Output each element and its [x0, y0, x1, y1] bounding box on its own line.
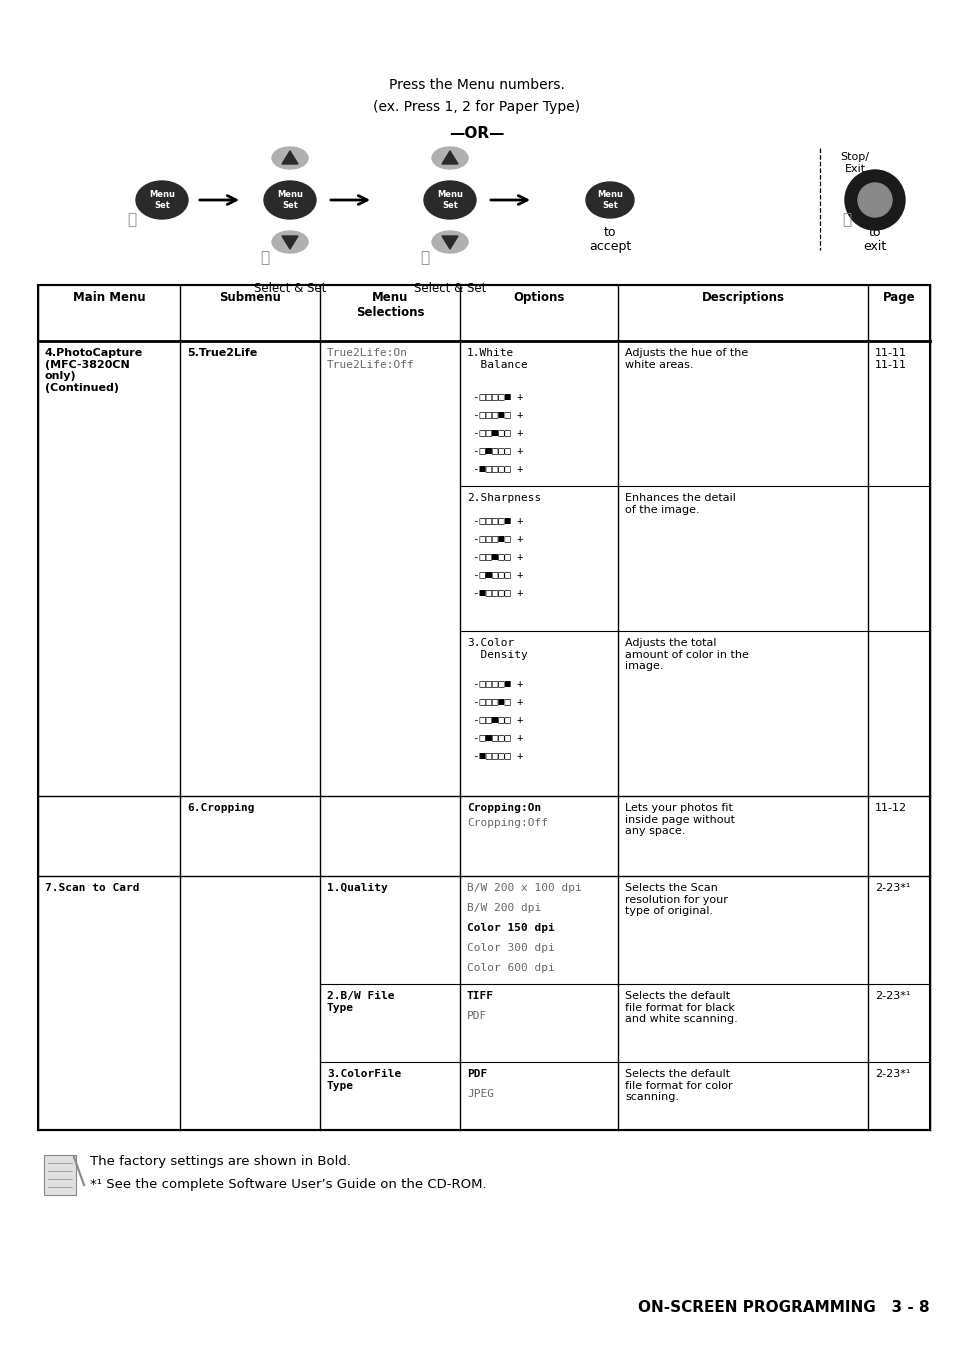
Text: 3.Color
  Density: 3.Color Density — [467, 638, 527, 660]
Polygon shape — [441, 151, 457, 164]
Text: ✋: ✋ — [260, 250, 270, 265]
Text: 11-12: 11-12 — [874, 803, 906, 813]
Text: -□□□■□ +: -□□□■□ + — [467, 533, 522, 544]
Text: Cropping:Off: Cropping:Off — [467, 818, 547, 827]
Ellipse shape — [136, 181, 188, 219]
Text: Cropping:On: Cropping:On — [467, 803, 540, 813]
Text: ✋: ✋ — [841, 212, 851, 227]
Text: PDF: PDF — [467, 1011, 487, 1021]
Polygon shape — [441, 237, 457, 249]
Text: Selects the default
file format for black
and white scanning.: Selects the default file format for blac… — [624, 991, 737, 1025]
Text: Submenu: Submenu — [219, 291, 280, 304]
Text: Menu
Set: Menu Set — [597, 191, 622, 210]
Ellipse shape — [272, 231, 308, 253]
Text: PDF: PDF — [467, 1069, 487, 1079]
Text: -□□□□■ +: -□□□□■ + — [467, 515, 522, 525]
Text: Press the Menu numbers.: Press the Menu numbers. — [389, 78, 564, 92]
FancyBboxPatch shape — [44, 1155, 76, 1195]
Text: accept: accept — [588, 241, 631, 253]
Text: *¹ See the complete Software User’s Guide on the CD-ROM.: *¹ See the complete Software User’s Guid… — [90, 1178, 486, 1191]
Text: 11-11
11-11: 11-11 11-11 — [874, 347, 906, 369]
Text: Main Menu: Main Menu — [72, 291, 145, 304]
Text: 2.B/W File
Type: 2.B/W File Type — [327, 991, 395, 1013]
Text: True2Life:On
True2Life:Off: True2Life:On True2Life:Off — [327, 347, 415, 369]
Text: -□■□□□ +: -□■□□□ + — [467, 569, 522, 579]
Text: ✋: ✋ — [128, 212, 136, 227]
Text: Select & Set: Select & Set — [414, 283, 486, 295]
Text: 2-23*¹: 2-23*¹ — [874, 1069, 909, 1079]
Text: -□□□■□ +: -□□□■□ + — [467, 696, 522, 706]
Text: to: to — [868, 226, 881, 239]
Text: -□■□□□ +: -□■□□□ + — [467, 445, 522, 456]
Text: -□■□□□ +: -□■□□□ + — [467, 731, 522, 742]
Text: 4.PhotoCapture
(MFC-3820CN
only)
(Continued): 4.PhotoCapture (MFC-3820CN only) (Contin… — [45, 347, 143, 393]
Text: B/W 200 x 100 dpi: B/W 200 x 100 dpi — [467, 883, 581, 894]
Text: -□□□□■ +: -□□□□■ + — [467, 677, 522, 688]
Text: ✋: ✋ — [420, 250, 429, 265]
Polygon shape — [282, 237, 297, 249]
Circle shape — [857, 183, 891, 218]
Text: 1.Quality: 1.Quality — [327, 883, 387, 894]
Text: 1.White
  Balance: 1.White Balance — [467, 347, 527, 369]
Text: Adjusts the total
amount of color in the
image.: Adjusts the total amount of color in the… — [624, 638, 748, 671]
Text: -■□□□□ +: -■□□□□ + — [467, 587, 522, 598]
Text: Color 600 dpi: Color 600 dpi — [467, 963, 554, 973]
Text: 2.Sharpness: 2.Sharpness — [467, 493, 540, 503]
Text: Options: Options — [513, 291, 564, 304]
Text: (ex. Press 1, 2 for Paper Type): (ex. Press 1, 2 for Paper Type) — [373, 100, 580, 114]
Text: Menu
Set: Menu Set — [276, 191, 303, 210]
Text: -□□□■□ +: -□□□■□ + — [467, 410, 522, 419]
Text: Menu
Set: Menu Set — [436, 191, 462, 210]
Text: -□□■□□ +: -□□■□□ + — [467, 552, 522, 561]
Text: JPEG: JPEG — [467, 1088, 494, 1099]
Ellipse shape — [272, 147, 308, 169]
Text: 5.True2Life: 5.True2Life — [187, 347, 257, 358]
Text: B/W 200 dpi: B/W 200 dpi — [467, 903, 540, 913]
Ellipse shape — [432, 147, 468, 169]
Text: 2-23*¹: 2-23*¹ — [874, 991, 909, 1000]
Circle shape — [844, 170, 904, 230]
Text: Adjusts the hue of the
white areas.: Adjusts the hue of the white areas. — [624, 347, 747, 369]
Text: Select & Set: Select & Set — [253, 283, 326, 295]
Text: Enhances the detail
of the image.: Enhances the detail of the image. — [624, 493, 735, 515]
Text: Selects the Scan
resolution for your
type of original.: Selects the Scan resolution for your typ… — [624, 883, 727, 917]
Text: Menu
Selections: Menu Selections — [355, 291, 424, 319]
Ellipse shape — [585, 183, 634, 218]
Text: exit: exit — [862, 241, 885, 253]
Ellipse shape — [432, 231, 468, 253]
Text: TIFF: TIFF — [467, 991, 494, 1000]
Text: ON-SCREEN PROGRAMMING   3 - 8: ON-SCREEN PROGRAMMING 3 - 8 — [638, 1301, 929, 1315]
Text: The factory settings are shown in Bold.: The factory settings are shown in Bold. — [90, 1155, 351, 1168]
Bar — [38, 285, 929, 1130]
Text: 2-23*¹: 2-23*¹ — [874, 883, 909, 894]
Text: Descriptions: Descriptions — [700, 291, 783, 304]
Text: Selects the default
file format for color
scanning.: Selects the default file format for colo… — [624, 1069, 732, 1102]
Ellipse shape — [264, 181, 315, 219]
Text: Stop/
Exit: Stop/ Exit — [840, 151, 868, 173]
Text: Color 150 dpi: Color 150 dpi — [467, 923, 554, 933]
Text: 6.Cropping: 6.Cropping — [187, 803, 254, 813]
Text: Color 300 dpi: Color 300 dpi — [467, 942, 554, 953]
Text: 3.ColorFile
Type: 3.ColorFile Type — [327, 1069, 401, 1091]
Text: -□□□□■ +: -□□□□■ + — [467, 391, 522, 402]
Text: -□□■□□ +: -□□■□□ + — [467, 427, 522, 437]
Text: Page: Page — [882, 291, 914, 304]
Text: -□□■□□ +: -□□■□□ + — [467, 714, 522, 725]
Text: 7.Scan to Card: 7.Scan to Card — [45, 883, 139, 894]
Text: Menu
Set: Menu Set — [149, 191, 174, 210]
Text: to: to — [603, 226, 616, 239]
Text: —OR—: —OR— — [449, 126, 504, 141]
Text: -■□□□□ +: -■□□□□ + — [467, 462, 522, 473]
Ellipse shape — [423, 181, 476, 219]
Polygon shape — [282, 151, 297, 164]
Text: -■□□□□ +: -■□□□□ + — [467, 750, 522, 760]
Text: Lets your photos fit
inside page without
any space.: Lets your photos fit inside page without… — [624, 803, 734, 836]
